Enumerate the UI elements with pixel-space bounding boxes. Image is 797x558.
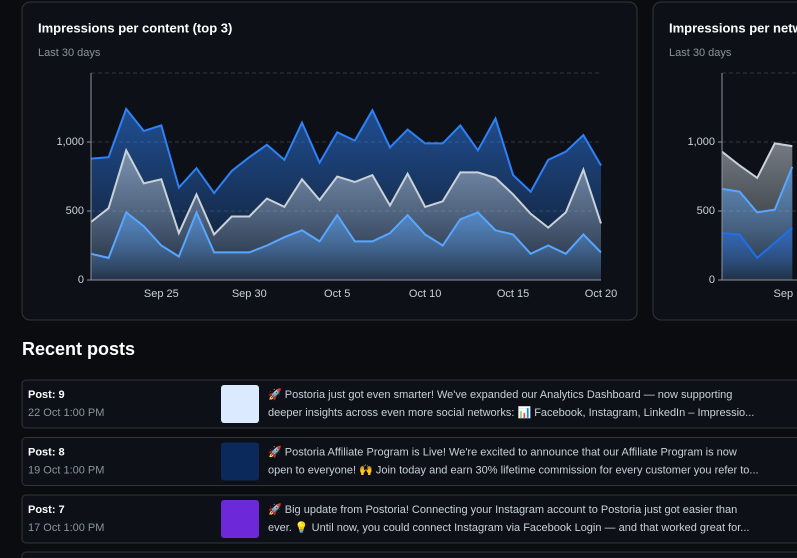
post-row[interactable] xyxy=(21,379,797,429)
line xyxy=(90,106,602,195)
post-date: 17 Oct 1:00 PM xyxy=(28,522,104,534)
post-thumbnail xyxy=(221,442,259,481)
chart-title: Impressions per netw xyxy=(669,20,797,35)
section-title: Recent posts xyxy=(22,339,135,359)
post-title: Post: 8 xyxy=(28,446,65,458)
line xyxy=(721,142,793,180)
post-text: 🚀 Postoria Affiliate Program is Live! We… xyxy=(268,445,737,458)
y-tick-label: 1,000 xyxy=(687,136,715,148)
x-tick-label: Oct 10 xyxy=(409,288,441,300)
post-text: open to everyone! 🙌 Join today and earn … xyxy=(268,463,759,476)
chart-subtitle: Last 30 days xyxy=(669,47,732,59)
line xyxy=(721,226,793,260)
y-tick-label: 1,000 xyxy=(56,136,84,148)
post-text: deeper insights across even more social … xyxy=(268,406,754,419)
x-tick-label: Oct 5 xyxy=(324,288,350,300)
x-tick-label: Sep 30 xyxy=(232,288,267,300)
y-tick-label: 0 xyxy=(78,274,84,286)
chart-subtitle: Last 30 days xyxy=(38,47,101,59)
post-date: 22 Oct 1:00 PM xyxy=(28,407,104,419)
y-tick-label: 500 xyxy=(66,205,84,217)
x-tick-label: Sep xyxy=(774,288,794,300)
post-row[interactable] xyxy=(21,494,797,544)
line xyxy=(90,147,602,237)
area xyxy=(722,227,793,280)
post-row[interactable] xyxy=(21,437,797,486)
y-tick-label: 500 xyxy=(697,205,715,217)
area xyxy=(91,212,601,280)
chart-title: Impressions per content (top 3) xyxy=(38,20,232,35)
post-thumbnail xyxy=(221,385,259,423)
post-text: 🚀 Big update from Postoria! Connecting y… xyxy=(268,503,737,516)
x-tick-label: Oct 15 xyxy=(497,288,529,300)
line xyxy=(721,166,794,214)
x-tick-label: Oct 20 xyxy=(585,288,617,300)
post-row[interactable] xyxy=(21,551,797,558)
post-title: Post: 7 xyxy=(28,504,65,516)
line xyxy=(90,209,602,260)
post-text: ever. 💡 Until now, you could connect Ins… xyxy=(268,521,749,534)
post-title: Post: 9 xyxy=(28,389,65,401)
post-thumbnail xyxy=(221,500,259,538)
y-tick-label: 0 xyxy=(709,274,715,286)
x-tick-label: Sep 25 xyxy=(144,288,179,300)
post-text: 🚀 Postoria just got even smarter! We've … xyxy=(268,388,732,401)
post-date: 19 Oct 1:00 PM xyxy=(28,464,104,476)
